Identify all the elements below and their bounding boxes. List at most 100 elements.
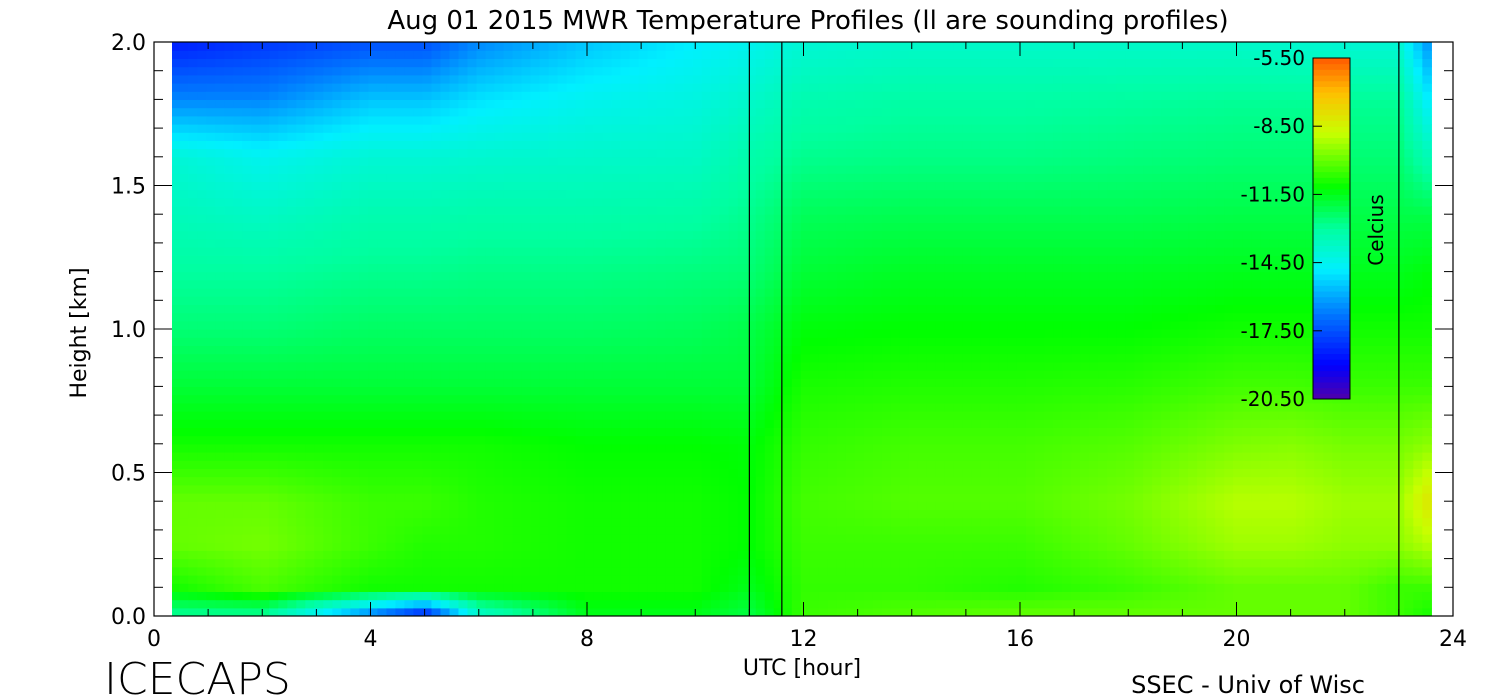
heatmap-cell bbox=[296, 255, 306, 264]
heatmap-cell bbox=[755, 337, 766, 346]
heatmap-cell bbox=[593, 370, 604, 379]
heatmap-cell bbox=[260, 517, 270, 527]
heatmap-cell bbox=[350, 173, 361, 182]
heatmap-cell bbox=[224, 320, 234, 330]
heatmap-cell bbox=[764, 468, 775, 478]
heatmap-cell bbox=[305, 312, 315, 322]
heatmap-cell bbox=[719, 189, 730, 199]
heatmap-cell bbox=[629, 435, 640, 445]
heatmap-cell bbox=[206, 493, 216, 502]
heatmap-cell bbox=[197, 50, 207, 59]
heatmap-cell bbox=[521, 419, 532, 428]
heatmap-cell bbox=[503, 386, 514, 396]
heatmap-cell bbox=[242, 288, 252, 297]
heatmap-cell bbox=[413, 337, 424, 346]
heatmap-cell bbox=[521, 263, 532, 273]
heatmap-cell bbox=[323, 525, 333, 535]
heatmap-cell bbox=[674, 370, 685, 379]
heatmap-cell bbox=[404, 263, 415, 273]
heatmap-cell bbox=[341, 230, 351, 240]
heatmap-cell bbox=[656, 575, 667, 584]
heatmap-cell bbox=[314, 58, 324, 68]
heatmap-cell bbox=[746, 66, 757, 76]
heatmap-cell bbox=[764, 402, 775, 412]
heatmap-cell bbox=[395, 214, 406, 223]
heatmap-cell bbox=[332, 165, 342, 174]
heatmap-cell bbox=[386, 353, 397, 363]
heatmap-cell bbox=[179, 173, 189, 182]
heatmap-cell bbox=[413, 255, 424, 264]
heatmap-cell bbox=[287, 353, 297, 363]
heatmap-cell bbox=[413, 66, 424, 76]
heatmap-cell bbox=[530, 107, 541, 117]
heatmap-cell bbox=[368, 181, 379, 191]
heatmap-cell bbox=[197, 279, 207, 289]
heatmap-cell bbox=[431, 443, 442, 453]
heatmap-cell bbox=[305, 517, 315, 527]
heatmap-cell bbox=[674, 42, 685, 51]
heatmap-cell bbox=[530, 353, 541, 363]
heatmap-cell bbox=[800, 607, 811, 616]
heatmap-cell bbox=[494, 304, 505, 314]
heatmap-cell bbox=[323, 534, 333, 543]
heatmap-cell bbox=[782, 66, 793, 76]
heatmap-cell bbox=[242, 156, 252, 166]
heatmap-cell bbox=[773, 197, 784, 207]
heatmap-cell bbox=[665, 329, 676, 338]
heatmap-cell bbox=[620, 99, 631, 109]
heatmap-cell bbox=[296, 238, 306, 248]
heatmap-cell bbox=[710, 411, 721, 420]
heatmap-cell bbox=[593, 255, 604, 264]
heatmap-cell bbox=[737, 58, 748, 68]
heatmap-cell bbox=[197, 156, 207, 166]
heatmap-cell bbox=[449, 607, 460, 616]
heatmap-cell bbox=[791, 42, 802, 51]
heatmap-cell bbox=[656, 156, 667, 166]
heatmap-cell bbox=[791, 74, 802, 84]
heatmap-cell bbox=[395, 304, 406, 314]
heatmap-cell bbox=[350, 156, 361, 166]
heatmap-cell bbox=[602, 599, 613, 609]
heatmap-cell bbox=[341, 394, 351, 404]
heatmap-cell bbox=[656, 312, 667, 322]
heatmap-cell bbox=[665, 91, 676, 100]
heatmap-cell bbox=[539, 99, 550, 109]
heatmap-cell bbox=[584, 271, 595, 281]
heatmap-cell bbox=[575, 115, 586, 125]
heatmap-cell bbox=[575, 91, 586, 100]
heatmap-cell bbox=[215, 337, 225, 346]
heatmap-cell bbox=[278, 42, 288, 51]
heatmap-cell bbox=[332, 534, 342, 543]
heatmap-cell bbox=[665, 468, 676, 478]
heatmap-cell bbox=[224, 247, 234, 256]
heatmap-cell bbox=[557, 197, 568, 207]
heatmap-cell bbox=[656, 83, 667, 92]
heatmap-cell bbox=[305, 402, 315, 412]
heatmap-cell bbox=[287, 468, 297, 478]
heatmap-cell bbox=[566, 304, 577, 314]
heatmap-cell bbox=[629, 230, 640, 240]
heatmap-cell bbox=[305, 66, 315, 76]
heatmap-cell bbox=[701, 484, 712, 494]
heatmap-cell bbox=[449, 493, 460, 502]
heatmap-cell bbox=[386, 173, 397, 182]
heatmap-cell bbox=[800, 525, 811, 535]
heatmap-cell bbox=[521, 83, 532, 92]
heatmap-cell bbox=[269, 517, 279, 527]
heatmap-cell bbox=[260, 394, 270, 404]
heatmap-cell bbox=[611, 132, 622, 141]
heatmap-cell bbox=[746, 566, 757, 576]
heatmap-cell bbox=[368, 550, 379, 560]
heatmap-cell bbox=[512, 156, 523, 166]
heatmap-cell bbox=[368, 435, 379, 445]
heatmap-cell bbox=[620, 50, 631, 59]
heatmap-cell bbox=[800, 386, 811, 396]
heatmap-cell bbox=[224, 443, 234, 453]
heatmap-cell bbox=[467, 517, 478, 527]
heatmap-cell bbox=[368, 493, 379, 502]
heatmap-cell bbox=[791, 525, 802, 535]
heatmap-cell bbox=[242, 542, 252, 551]
heatmap-cell bbox=[728, 509, 739, 519]
heatmap-cell bbox=[377, 501, 388, 510]
heatmap-cell bbox=[773, 206, 784, 215]
